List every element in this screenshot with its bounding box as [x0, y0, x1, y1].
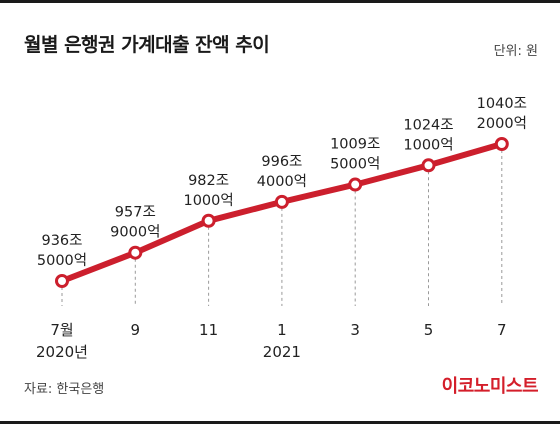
x-tick-label: 3 — [350, 321, 360, 339]
x-year-label: 2021 — [263, 343, 301, 361]
data-point — [128, 245, 143, 260]
x-tick-label: 11 — [199, 321, 218, 339]
data-point — [348, 177, 363, 192]
x-tick-label: 7월 — [50, 321, 73, 339]
data-point — [274, 194, 289, 209]
source-note: 자료: 한국은행 — [24, 382, 105, 397]
chart-title: 월별 은행권 가계대출 잔액 추이 — [24, 34, 270, 56]
data-label: 1040조 2000억 — [477, 96, 527, 132]
data-point — [421, 158, 436, 173]
data-label: 936조 5000억 — [37, 233, 87, 269]
data-markers — [55, 137, 509, 288]
data-point — [201, 213, 216, 228]
data-labels: 936조 5000억 957조 9000억 982조 1000억 996조 4000억 1009… — [37, 96, 527, 269]
data-label: 982조 1000억 — [183, 173, 233, 209]
x-tick-label: 1 — [277, 321, 287, 339]
data-label: 957조 9000억 — [110, 205, 160, 241]
x-tick-label: 7 — [497, 321, 507, 339]
brand-logo: 이코노미스트 — [441, 376, 539, 397]
x-tick-label: 9 — [131, 321, 141, 339]
guide-lines — [61, 144, 503, 306]
data-point — [494, 137, 509, 151]
data-point — [55, 274, 69, 288]
data-label: 996조 4000억 — [257, 154, 307, 190]
x-tick-label: 5 — [424, 321, 434, 339]
unit-label: 단위: 원 — [493, 44, 538, 59]
data-label: 1024조 1000억 — [403, 117, 453, 153]
data-label: 1009조 5000억 — [330, 137, 380, 173]
x-year-label: 2020년 — [36, 343, 88, 361]
